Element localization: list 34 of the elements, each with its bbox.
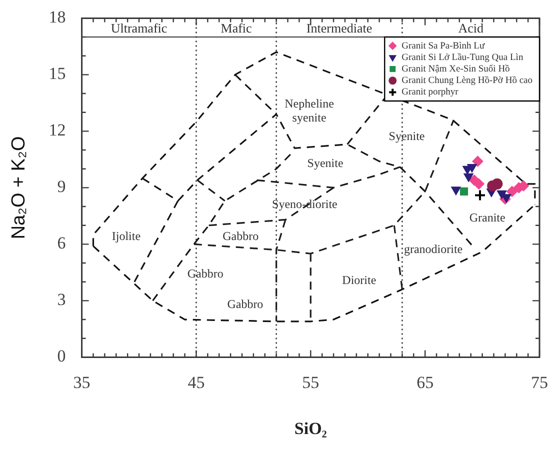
legend-label: Granit porphyr: [402, 88, 460, 98]
annotation: Mafic: [220, 20, 252, 36]
legend-label: Granit Si Lở Lầu-Tung Qua Lìn: [402, 52, 524, 63]
annotation: Nepheline syenite: [284, 96, 334, 125]
x-tick-label: 45: [188, 372, 205, 392]
y-tick-label: 3: [57, 290, 66, 310]
annotation: granodiorite: [404, 242, 463, 256]
y-tick-label: 0: [57, 346, 66, 366]
y-tick-label: 18: [48, 8, 66, 27]
annotation: Syenite: [388, 129, 425, 144]
annotation: Syeno-diorite: [272, 196, 338, 211]
x-tick-label: 65: [416, 372, 434, 392]
y-tick-label: 9: [57, 177, 66, 196]
annotation: Diorite: [342, 273, 376, 288]
x-tick-label: 35: [73, 372, 90, 392]
annotation: Gabbro: [222, 229, 259, 244]
y-axis-title: Na₂O + K₂O: [8, 136, 30, 240]
y-tick-label: 12: [48, 120, 66, 140]
annotation: Ultramafic: [110, 20, 168, 36]
legend-label: Granit Nậm Xe-Sin Suối Hồ: [402, 64, 510, 75]
x-tick-label: 55: [302, 372, 320, 392]
legend-label: Granit Chung Lèng Hồ-Pờ Hồ cao: [402, 76, 533, 86]
annotation: Gabbro: [187, 266, 224, 280]
legend-label: Granit Sa Pa-Bình Lư: [402, 41, 486, 52]
annotation: Gabbro: [227, 296, 264, 311]
x-axis-title: SiO₂: [294, 419, 327, 438]
annotation: Ijolite: [112, 229, 141, 244]
annotation: Acid: [458, 20, 484, 36]
x-tick-label: 75: [531, 372, 548, 392]
annotation: Intermediate: [306, 20, 372, 36]
annotation: Syenite: [307, 156, 344, 170]
annotation: Granite: [469, 210, 506, 224]
y-tick-label: 15: [48, 64, 66, 84]
y-tick-label: 6: [57, 234, 66, 253]
